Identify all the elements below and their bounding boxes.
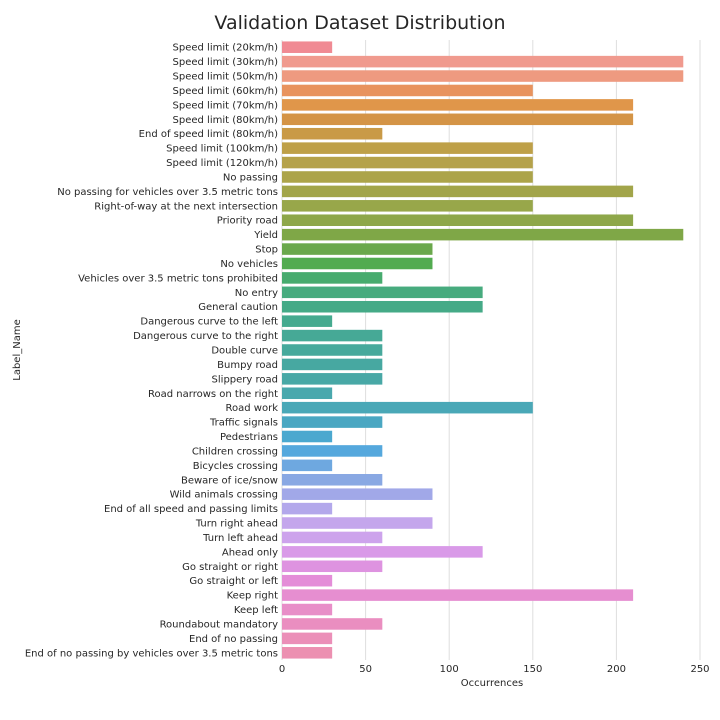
category-label: Speed limit (60km/h) bbox=[173, 86, 279, 97]
bar bbox=[282, 401, 533, 414]
x-tick-label: 250 bbox=[690, 664, 709, 675]
x-tick-label: 0 bbox=[279, 664, 285, 675]
category-label: End of no passing bbox=[189, 634, 278, 645]
category-label: Speed limit (20km/h) bbox=[173, 43, 279, 54]
category-label: Yield bbox=[253, 230, 278, 241]
category-label: Turn right ahead bbox=[195, 519, 278, 530]
category-label: Children crossing bbox=[192, 446, 278, 457]
category-labels: Speed limit (20km/h) Speed limit (30km/h)… bbox=[25, 43, 278, 660]
category-label: General caution bbox=[198, 302, 278, 313]
x-tick-label: 150 bbox=[523, 664, 542, 675]
bar bbox=[282, 647, 333, 659]
bar bbox=[282, 55, 684, 68]
bar bbox=[282, 185, 634, 198]
category-label: Slippery road bbox=[212, 374, 278, 385]
bar bbox=[282, 41, 333, 53]
bar bbox=[282, 300, 483, 313]
bar bbox=[282, 214, 634, 226]
bar bbox=[282, 329, 383, 342]
category-label: Speed limit (30km/h) bbox=[173, 57, 279, 68]
category-label: Speed limit (80km/h) bbox=[173, 115, 279, 126]
bar bbox=[282, 142, 533, 154]
x-tick-label: 100 bbox=[440, 664, 459, 675]
x-axis-label: Occurrences bbox=[461, 678, 523, 689]
category-label: Traffic signals bbox=[209, 418, 278, 429]
category-label: Keep right bbox=[227, 591, 278, 602]
category-label: No passing for vehicles over 3.5 metric … bbox=[57, 187, 278, 198]
x-tick-labels: 0 50 100 150 200 250 bbox=[279, 664, 710, 675]
category-label: Speed limit (50km/h) bbox=[173, 72, 279, 83]
category-label: Roundabout mandatory bbox=[160, 619, 279, 630]
category-label: Bicycles crossing bbox=[193, 461, 278, 472]
y-axis-label: Label_Name bbox=[12, 319, 23, 380]
category-label: Bumpy road bbox=[217, 360, 278, 371]
bar bbox=[282, 474, 383, 486]
bar bbox=[282, 243, 433, 255]
category-label: Speed limit (100km/h) bbox=[166, 144, 278, 155]
bar bbox=[282, 286, 483, 299]
chart-title: Validation Dataset Distribution bbox=[214, 12, 505, 34]
category-label: Ahead only bbox=[222, 547, 278, 558]
bars bbox=[282, 41, 684, 659]
bar bbox=[282, 445, 383, 457]
category-label: No vehicles bbox=[220, 259, 278, 270]
bar bbox=[282, 127, 383, 140]
category-label: Road work bbox=[226, 403, 279, 414]
bar bbox=[282, 603, 333, 616]
category-label: Double curve bbox=[211, 346, 278, 357]
category-label: Priority road bbox=[217, 216, 278, 227]
category-label: Beware of ice/snow bbox=[181, 475, 278, 486]
category-label: End of all speed and passing limits bbox=[104, 504, 278, 515]
category-label: Right-of-way at the next intersection bbox=[94, 201, 278, 212]
bar bbox=[282, 99, 634, 111]
bar bbox=[282, 344, 383, 356]
category-label: Stop bbox=[255, 245, 278, 256]
bar bbox=[282, 430, 333, 443]
category-label: Pedestrians bbox=[220, 432, 278, 443]
bar bbox=[282, 574, 333, 587]
bar bbox=[282, 488, 433, 500]
category-label: Dangerous curve to the right bbox=[133, 331, 278, 342]
x-tick-label: 50 bbox=[359, 664, 372, 675]
x-tick-label: 200 bbox=[607, 664, 626, 675]
bar bbox=[282, 546, 483, 558]
category-label: Wild animals crossing bbox=[170, 490, 278, 501]
bar bbox=[282, 257, 433, 270]
category-label: Vehicles over 3.5 metric tons prohibited bbox=[78, 273, 278, 284]
category-label: Speed limit (70km/h) bbox=[173, 100, 279, 111]
bar bbox=[282, 272, 383, 284]
bar bbox=[282, 228, 684, 241]
bar bbox=[282, 387, 333, 400]
bar bbox=[282, 171, 533, 183]
bar bbox=[282, 84, 533, 97]
bar bbox=[282, 459, 333, 472]
category-label: Turn left ahead bbox=[202, 533, 278, 544]
bar bbox=[282, 113, 634, 126]
category-label: No passing bbox=[223, 172, 278, 183]
category-label: End of no passing by vehicles over 3.5 m… bbox=[25, 648, 278, 659]
category-label: No entry bbox=[235, 288, 278, 299]
bar bbox=[282, 531, 383, 544]
bar bbox=[282, 502, 333, 515]
bar bbox=[282, 315, 333, 327]
bar bbox=[282, 416, 383, 428]
category-label: Go straight or right bbox=[182, 562, 278, 573]
bar bbox=[282, 632, 333, 645]
bar bbox=[282, 589, 634, 601]
bar bbox=[282, 618, 383, 630]
category-label: Go straight or left bbox=[189, 576, 278, 587]
bar bbox=[282, 358, 383, 371]
bar bbox=[282, 517, 433, 529]
bar bbox=[282, 70, 684, 82]
bar bbox=[282, 200, 533, 212]
category-label: Road narrows on the right bbox=[148, 389, 278, 400]
category-label: Dangerous curve to the left bbox=[140, 317, 278, 328]
bar bbox=[282, 560, 383, 573]
bar bbox=[282, 373, 383, 385]
category-label: Speed limit (120km/h) bbox=[166, 158, 278, 169]
category-label: End of speed limit (80km/h) bbox=[139, 129, 278, 140]
category-label: Keep left bbox=[234, 605, 278, 616]
bar bbox=[282, 156, 533, 169]
